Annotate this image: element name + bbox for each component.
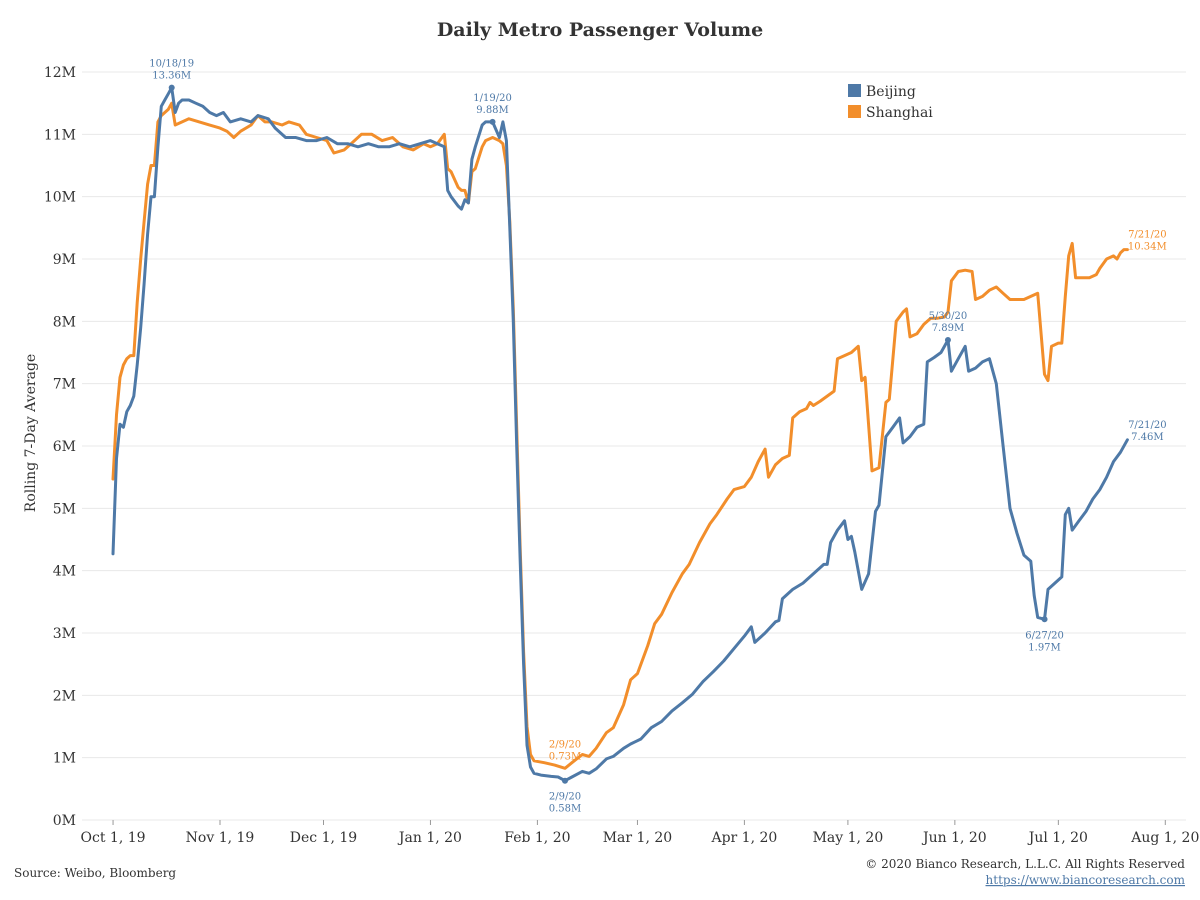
x-tick-label: May 1, 20: [813, 830, 884, 846]
annotation-value: 7.46M: [1131, 432, 1164, 443]
annotation-marker: [489, 118, 496, 125]
legend-swatch-beijing: [848, 84, 861, 97]
grid-lines: [82, 71, 1186, 821]
legend-label-shanghai: Shanghai: [866, 105, 933, 121]
y-tick-label: 2M: [53, 688, 76, 704]
y-tick-label: 10M: [44, 190, 76, 206]
y-tick-label: 0M: [53, 813, 76, 829]
legend-label-beijing: Beijing: [866, 84, 916, 100]
series-lines: [111, 86, 1129, 783]
annotation-date: 1/19/20: [473, 93, 512, 104]
chart-title: Daily Metro Passenger Volume: [437, 19, 763, 41]
y-tick-label: 5M: [53, 501, 76, 517]
y-tick-label: 4M: [53, 564, 76, 580]
y-tick-label: 3M: [53, 626, 76, 642]
series-line-shanghai: [111, 101, 1129, 770]
y-tick-label: 9M: [53, 252, 76, 268]
legend-swatch-shanghai: [848, 105, 861, 118]
website-link[interactable]: https://www.biancoresearch.com: [986, 873, 1186, 887]
x-tick-label: Aug 1, 20: [1130, 830, 1199, 846]
annotation-value: 13.36M: [152, 71, 191, 82]
x-tick-label: Oct 1, 19: [81, 830, 146, 846]
y-tick-label: 6M: [53, 439, 76, 455]
y-tick-label: 1M: [53, 751, 76, 767]
legend: Beijing Shanghai: [848, 84, 933, 121]
y-tick-label: 7M: [53, 377, 76, 393]
annotations: 10/18/1913.36M1/19/209.88M2/9/200.73M2/9…: [149, 59, 1167, 815]
annotation-value: 9.88M: [476, 105, 509, 116]
y-tick-label: 11M: [44, 127, 76, 143]
source-note: Source: Weibo, Bloomberg: [14, 866, 176, 880]
annotation-date: 2/9/20: [549, 792, 581, 803]
annotation-value: 1.97M: [1028, 642, 1061, 653]
x-tick-label: Jun 1, 20: [921, 830, 987, 846]
annotation-date: 7/21/20: [1128, 420, 1167, 431]
annotation-marker: [1041, 616, 1048, 623]
annotation-date: 7/21/20: [1128, 230, 1167, 241]
x-tick-label: Dec 1, 19: [290, 830, 357, 846]
annotation-date: 5/30/20: [929, 311, 968, 322]
annotation-marker: [168, 84, 175, 91]
axes: 0M 1M 2M 3M 4M 5M 6M 7M 8M 9M 10M 11M 12M Oct 1, 19 No…: [44, 65, 1200, 846]
x-tick-label: Jan 1, 20: [397, 830, 462, 846]
y-tick-label: 8M: [53, 314, 76, 330]
x-tick-label: Apr 1, 20: [710, 830, 777, 846]
annotation-marker: [944, 337, 951, 344]
annotation-value: 0.58M: [549, 804, 582, 815]
copyright-note: © 2020 Bianco Research, L.L.C. All Right…: [865, 857, 1185, 871]
x-tick-label: Feb 1, 20: [504, 830, 570, 846]
x-tick-label: Nov 1, 19: [186, 830, 255, 846]
x-tick-label: Jul 1, 20: [1027, 830, 1088, 846]
annotation-value: 7.89M: [932, 323, 965, 334]
series-line-beijing: [111, 86, 1129, 783]
annotation-date: 6/27/20: [1025, 630, 1064, 641]
x-tick-label: Mar 1, 20: [603, 830, 672, 846]
annotation-date: 10/18/19: [149, 59, 194, 70]
y-axis-label: Rolling 7-Day Average: [23, 354, 39, 512]
annotation-value: 10.34M: [1128, 242, 1167, 253]
annotation-marker: [562, 777, 568, 784]
annotation-value: 0.73M: [549, 751, 582, 762]
y-tick-label: 12M: [44, 65, 76, 81]
annotation-date: 2/9/20: [549, 739, 581, 750]
